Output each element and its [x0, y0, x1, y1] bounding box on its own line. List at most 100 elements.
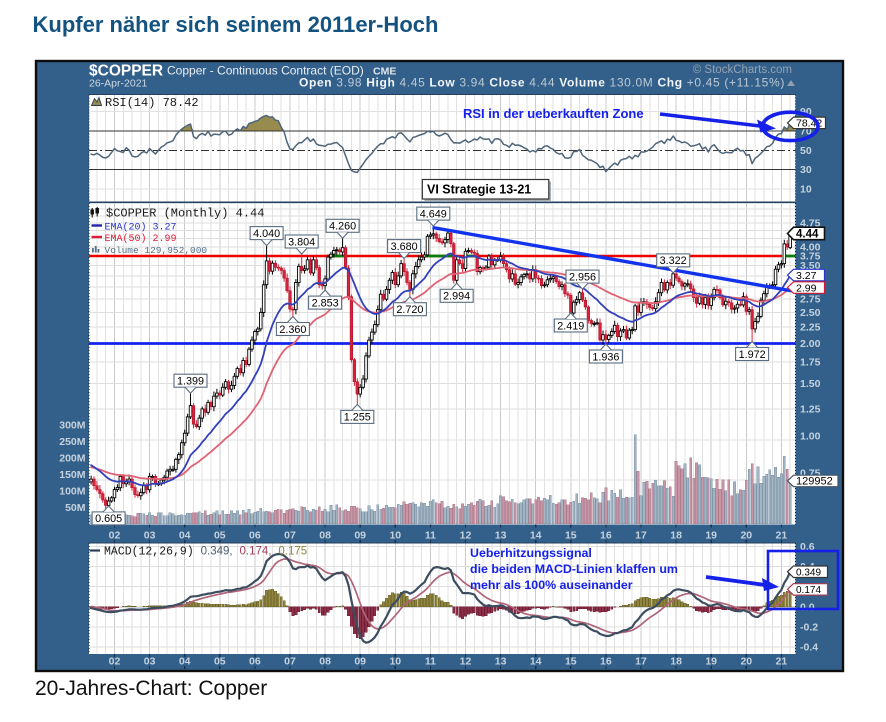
svg-text:2.360: 2.360	[279, 324, 306, 336]
svg-text:1.972: 1.972	[739, 349, 766, 361]
svg-text:10: 10	[800, 183, 812, 195]
svg-text:21: 21	[776, 529, 788, 541]
svg-text:1.50: 1.50	[800, 378, 821, 390]
svg-text:$COPPER: $COPPER	[89, 63, 163, 80]
svg-text:0.605: 0.605	[95, 513, 122, 525]
svg-text:04: 04	[179, 529, 191, 541]
svg-text:$COPPER (Monthly) 4.44: $COPPER (Monthly) 4.44	[106, 207, 264, 221]
svg-text:4.040: 4.040	[253, 228, 280, 240]
svg-text:EMA(20) 3.27: EMA(20) 3.27	[105, 222, 177, 234]
svg-text:07: 07	[284, 655, 296, 667]
svg-text:3.804: 3.804	[288, 236, 315, 248]
svg-text:06: 06	[249, 655, 261, 667]
svg-text:2.853: 2.853	[312, 297, 339, 309]
svg-text:1.75: 1.75	[800, 357, 821, 369]
svg-text:17: 17	[635, 529, 647, 541]
svg-text:Ueberhitzungssignal: Ueberhitzungssignal	[470, 546, 592, 560]
svg-text:10: 10	[389, 655, 401, 667]
svg-text:2.720: 2.720	[396, 304, 423, 316]
svg-text:04: 04	[179, 655, 191, 667]
svg-text:150M: 150M	[59, 469, 86, 481]
svg-text:0.174: 0.174	[796, 585, 821, 596]
svg-text:08: 08	[319, 655, 331, 667]
svg-text:13: 13	[495, 529, 507, 541]
svg-text:10: 10	[389, 529, 401, 541]
svg-text:30: 30	[800, 164, 812, 176]
svg-text:16: 16	[600, 655, 612, 667]
svg-text:13: 13	[495, 655, 507, 667]
svg-text:19: 19	[705, 655, 717, 667]
svg-text:11: 11	[425, 529, 436, 541]
svg-text:08: 08	[319, 529, 331, 541]
svg-text:4.00: 4.00	[800, 242, 821, 254]
svg-text:Copper - Continuous Contract (: Copper - Continuous Contract (EOD)	[167, 64, 364, 78]
svg-text:2.00: 2.00	[800, 338, 821, 350]
svg-text:19: 19	[705, 529, 717, 541]
svg-text:VI Strategie 13-21: VI Strategie 13-21	[427, 183, 531, 197]
svg-text:14: 14	[530, 655, 542, 667]
svg-text:3.27: 3.27	[796, 270, 817, 282]
svg-text:09: 09	[354, 655, 366, 667]
svg-text:18: 18	[670, 529, 682, 541]
svg-text:RSI in der ueberkauften Zone: RSI in der ueberkauften Zone	[463, 106, 644, 121]
svg-text:03: 03	[144, 655, 156, 667]
svg-text:11: 11	[425, 655, 436, 667]
svg-text:02: 02	[109, 529, 121, 541]
svg-text:4.260: 4.260	[329, 221, 356, 233]
svg-text:1.255: 1.255	[344, 412, 371, 424]
svg-text:0.349: 0.349	[796, 568, 821, 579]
svg-text:100M: 100M	[59, 485, 86, 497]
svg-text:-0.4: -0.4	[800, 642, 818, 654]
svg-text:90: 90	[800, 106, 812, 118]
svg-text:2.994: 2.994	[443, 291, 470, 303]
svg-text:05: 05	[214, 529, 226, 541]
svg-text:-0.2: -0.2	[800, 621, 818, 633]
svg-text:12: 12	[460, 655, 472, 667]
svg-text:mehr als 100% auseinander: mehr als 100% auseinander	[470, 578, 633, 592]
svg-text:20: 20	[740, 655, 752, 667]
svg-text:06: 06	[249, 529, 261, 541]
svg-text:die beiden MACD-Linien klaffen: die beiden MACD-Linien klaffen um	[470, 562, 678, 576]
svg-text:16: 16	[600, 529, 612, 541]
svg-text:1.00: 1.00	[800, 431, 821, 443]
svg-text:4.44: 4.44	[796, 228, 819, 240]
svg-text:18: 18	[670, 655, 682, 667]
svg-text:4.649: 4.649	[420, 208, 447, 220]
svg-text:Volume 129,952,000: Volume 129,952,000	[105, 245, 208, 256]
svg-text:Kupfer näher sich seinem 2011e: Kupfer näher sich seinem 2011er-Hoch	[33, 12, 439, 37]
svg-text:1.25: 1.25	[800, 403, 821, 415]
svg-text:2.50: 2.50	[800, 307, 821, 319]
svg-text:© StockCharts.com: © StockCharts.com	[693, 64, 792, 76]
svg-text:09: 09	[354, 529, 366, 541]
svg-text:RSI(14) 78.42: RSI(14) 78.42	[105, 96, 199, 110]
svg-text:17: 17	[635, 655, 647, 667]
svg-text:3.322: 3.322	[660, 255, 687, 267]
svg-text:70: 70	[800, 126, 812, 138]
svg-text:03: 03	[144, 529, 156, 541]
svg-text:2.419: 2.419	[557, 320, 584, 332]
svg-text:12: 12	[460, 529, 472, 541]
svg-text:50M: 50M	[65, 502, 86, 514]
svg-text:300M: 300M	[59, 419, 86, 431]
svg-text:2.25: 2.25	[800, 322, 821, 334]
svg-text:MACD(12,26,9) 0.349, 0.174, 0.: MACD(12,26,9) 0.349, 0.174, 0.175	[104, 546, 307, 559]
svg-text:129952: 129952	[796, 476, 833, 488]
svg-text:2.75: 2.75	[800, 294, 821, 306]
svg-text:20-Jahres-Chart: Copper: 20-Jahres-Chart: Copper	[35, 677, 267, 700]
svg-text:21: 21	[776, 655, 788, 667]
svg-text:250M: 250M	[59, 436, 86, 448]
svg-text:15: 15	[565, 655, 577, 667]
svg-text:15: 15	[565, 529, 577, 541]
svg-text:1.936: 1.936	[592, 351, 619, 363]
svg-text:05: 05	[214, 655, 226, 667]
svg-text:2.956: 2.956	[569, 271, 596, 283]
svg-text:1.399: 1.399	[177, 376, 204, 388]
svg-text:Open 3.98 High 4.45 Low 3.94 C: Open 3.98 High 4.45 Low 3.94 Close 4.44 …	[299, 76, 785, 90]
svg-text:50: 50	[800, 145, 812, 157]
svg-text:200M: 200M	[59, 452, 86, 464]
svg-text:CME: CME	[373, 66, 396, 78]
svg-text:3.75: 3.75	[800, 251, 821, 263]
svg-text:20: 20	[740, 529, 752, 541]
svg-text:26-Apr-2021: 26-Apr-2021	[89, 78, 148, 90]
svg-text:EMA(50) 2.99: EMA(50) 2.99	[105, 233, 177, 245]
